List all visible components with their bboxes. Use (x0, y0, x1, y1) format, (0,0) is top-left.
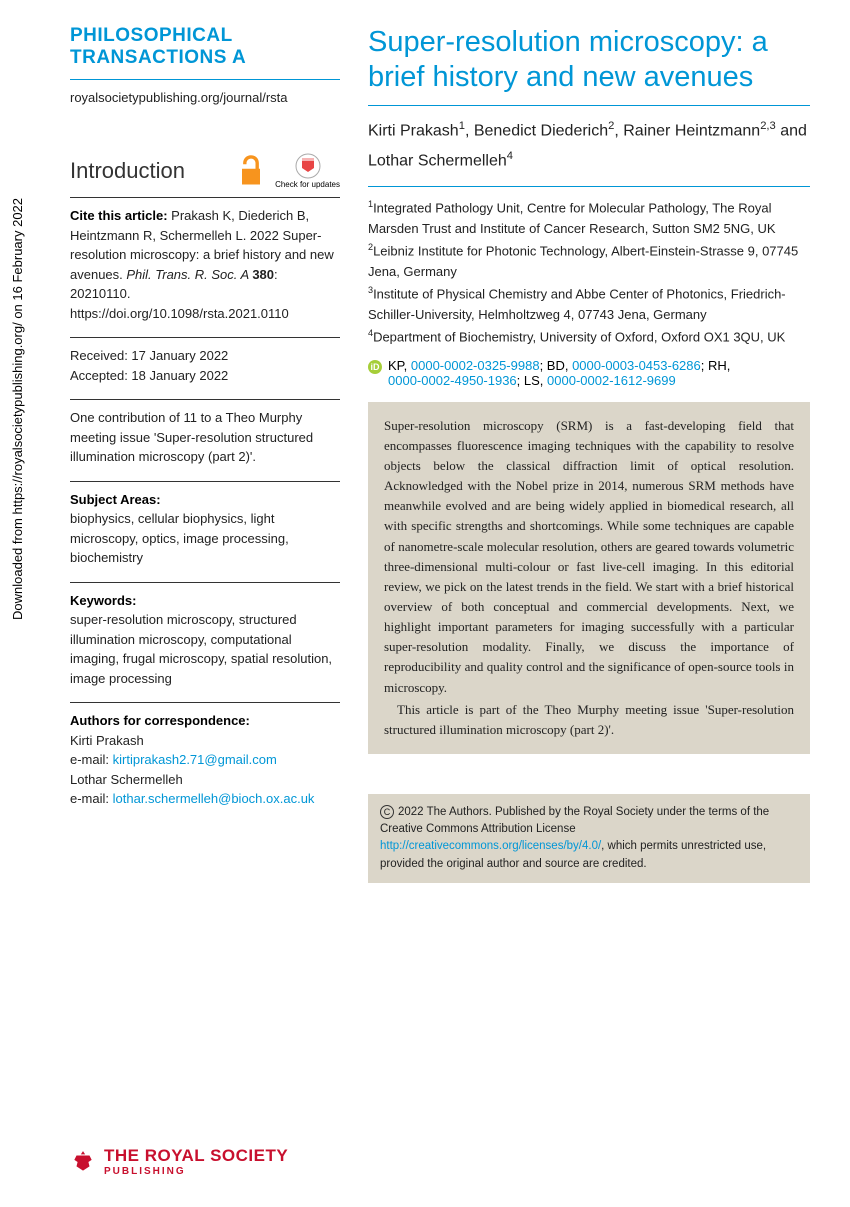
email-link[interactable]: lothar.schermelleh@bioch.ox.ac.uk (113, 791, 315, 806)
email-link[interactable]: kirtiprakash2.71@gmail.com (113, 752, 277, 767)
subjects-block: Subject Areas: biophysics, cellular biop… (70, 490, 340, 568)
divider (70, 197, 340, 198)
dates-block: Received: 17 January 2022 Accepted: 18 J… (70, 346, 340, 385)
orcid-link[interactable]: 0000-0002-1612-9699 (547, 373, 676, 388)
divider (70, 702, 340, 703)
intro-heading: Introduction (70, 158, 185, 184)
orcid-link[interactable]: 0000-0003-0453-6286 (572, 358, 701, 373)
divider (368, 186, 810, 187)
orcid-row: iD KP, 0000-0002-0325-9988; BD, 0000-000… (368, 358, 810, 388)
keywords-block: Keywords: super-resolution microscopy, s… (70, 591, 340, 689)
doi-link[interactable]: https://doi.org/10.1098/rsta.2021.0110 (70, 306, 289, 321)
orcid-link[interactable]: 0000-0002-4950-1936 (388, 373, 517, 388)
divider (368, 105, 810, 106)
orcid-icon: iD (368, 360, 382, 374)
divider (70, 79, 340, 80)
correspondence-block: Authors for correspondence: Kirti Prakas… (70, 711, 340, 809)
copyright-box: C2022 The Authors. Published by the Roya… (368, 794, 810, 883)
citation-block: Cite this article: Prakash K, Diederich … (70, 206, 340, 323)
contribution-block: One contribution of 11 to a Theo Murphy … (70, 408, 340, 467)
abstract-box: Super-resolution microscopy (SRM) is a f… (368, 402, 810, 754)
divider (70, 337, 340, 338)
sidebar-column: PHILOSOPHICAL TRANSACTIONS A royalsociet… (70, 25, 340, 883)
orcid-link[interactable]: 0000-0002-0325-9988 (411, 358, 540, 373)
copyright-icon: C (380, 805, 394, 819)
divider (70, 582, 340, 583)
download-watermark: Downloaded from https://royalsocietypubl… (10, 198, 25, 620)
license-link[interactable]: http://creativecommons.org/licenses/by/4… (380, 840, 601, 852)
authors-list: Kirti Prakash1, Benedict Diederich2, Rai… (368, 116, 810, 176)
divider (70, 481, 340, 482)
journal-url[interactable]: royalsocietypublishing.org/journal/rsta (70, 90, 340, 105)
journal-name: PHILOSOPHICAL TRANSACTIONS A (70, 25, 340, 69)
publisher-logo: THE ROYAL SOCIETY PUBLISHING (70, 1146, 288, 1177)
main-column: Super-resolution microscopy: a brief his… (368, 25, 810, 883)
royal-society-crest-icon (70, 1149, 96, 1175)
divider (70, 399, 340, 400)
affiliations: 1Integrated Pathology Unit, Centre for M… (368, 197, 810, 348)
article-title: Super-resolution microscopy: a brief his… (368, 25, 810, 95)
open-access-icon (237, 153, 265, 189)
check-for-updates-icon[interactable]: Check for updates (275, 153, 340, 190)
